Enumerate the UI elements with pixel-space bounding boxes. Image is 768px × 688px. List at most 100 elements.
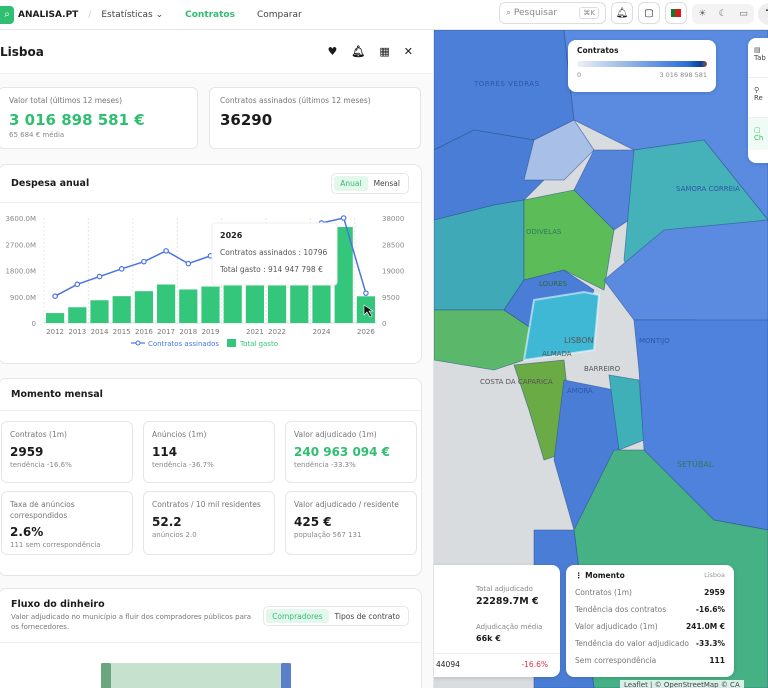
metric-label: Contratos / 10 mil residentes (152, 500, 261, 509)
drag-handle-icon[interactable]: ⋮ (575, 571, 586, 580)
kpi-label: Contratos assinados (últimos 12 meses) (220, 96, 371, 105)
map-label: LISBON (564, 336, 594, 345)
bar (112, 296, 131, 323)
stat-label: Total adjudicado (476, 585, 533, 593)
map-label: MONTIJO (639, 337, 670, 345)
bell-plus-icon[interactable]: 🔔︎ (351, 45, 366, 58)
row-label: Valor adjudicado (1m) (575, 622, 658, 631)
logo-icon[interactable]: ⌕ (0, 5, 14, 24)
y-tick-left: 1800.0M (5, 268, 36, 276)
metric-card: Valor adjudicado (1m) 240 963 094 € tendên… (285, 421, 417, 483)
nav-estatisticas[interactable]: Estatísticas ⌄ (101, 10, 163, 20)
bar (90, 300, 109, 323)
search-placeholder: Pesquisar (513, 8, 558, 18)
avatar[interactable]: T (758, 3, 768, 25)
metric-card: Anúncios (1m) 114 tendência -36.7% (143, 421, 275, 483)
close-icon[interactable]: ✕ (403, 45, 413, 58)
nav-contratos[interactable]: Contratos (185, 9, 235, 20)
municipality-panel: Lisboa ♥ 🔔︎ ▦ ✕ Valor total (últimos 12 mes… (0, 30, 434, 688)
toggle-mensal[interactable]: Mensal (373, 179, 400, 188)
x-tick: 2021 (246, 328, 264, 336)
button-label: Tab (754, 54, 766, 62)
kpi-contracts: Contratos assinados (últimos 12 meses) 3… (209, 87, 421, 149)
map-label: SAMORA CORREIA (676, 185, 740, 193)
sankey-flow[interactable] (101, 663, 291, 688)
sun-icon[interactable]: ☀ (698, 9, 707, 19)
y-tick-right: 19000 (382, 268, 404, 276)
map-attribution[interactable]: Leaflet | © OpenStreetMap © CA (620, 680, 744, 688)
stat-count: 44094 (436, 660, 460, 669)
line-point (96, 273, 103, 280)
metric-value: 2.6% (10, 525, 44, 539)
line-point (340, 215, 347, 221)
annual-chart[interactable]: 0 900.0M 1800.0M 2700.0M 3600.0M 0 9500 19000 28… (0, 203, 423, 363)
stat-value: 22289.7M € (476, 596, 539, 607)
legend-bar-swatch (227, 339, 236, 347)
map-side-controls: ▤ Tab ⚲ Re ▢ Ch (748, 38, 768, 163)
bell-icon[interactable]: 🔔︎ (611, 2, 633, 24)
theme-switch: ☀ ☾ ▭ (692, 4, 754, 24)
search-icon: ⌕ (506, 8, 514, 18)
toggle-compradores[interactable]: Compradores (266, 608, 329, 623)
chat-icon[interactable]: ▢ (638, 2, 660, 24)
y-tick-left: 0 (32, 320, 36, 328)
map[interactable]: TORRES VEDRAS LOURES LISBON ALMADA BARRE… (434, 30, 768, 688)
bar (157, 284, 176, 323)
table-button[interactable]: ▤ Tab (748, 38, 768, 78)
bar (334, 227, 353, 323)
bar (201, 286, 220, 323)
nav-label: Estatísticas (101, 9, 153, 20)
x-tick: 2018 (179, 328, 197, 336)
chevron-down-icon: ⌄ (155, 9, 164, 20)
metric-card: Contratos / 10 mil residentes 52.2 anúncio… (143, 491, 275, 555)
bar (68, 307, 87, 323)
toggle-anual[interactable]: Anual (334, 176, 368, 191)
moment-row: Tendência dos contratos -16.6% (575, 605, 725, 614)
kpi-value: 3 016 898 581 € (9, 111, 145, 129)
brand[interactable]: ANALISA.PT (18, 9, 79, 20)
x-tick: 2017 (157, 328, 175, 336)
row-label: Sem correspondência (575, 656, 657, 665)
flag-portugal-icon[interactable] (665, 2, 687, 24)
moon-icon[interactable]: ☾ (718, 9, 727, 19)
metric-sub: população 567 131 (294, 530, 362, 539)
y-tick-left: 900.0M (10, 294, 36, 302)
line-point (163, 248, 169, 254)
reset-button[interactable]: ⚲ Re (748, 78, 768, 118)
x-tick: 2016 (135, 328, 153, 336)
chart-button[interactable]: ▢ Ch (748, 118, 768, 150)
row-value: -16.6% (695, 605, 725, 614)
x-tick: 2015 (113, 328, 131, 336)
map-legend: Contratos 0 3 016 898 581 (568, 40, 716, 92)
tooltip-line: Total gasto : 914 947 798 € (219, 265, 323, 274)
nav-comparar[interactable]: Comparar (256, 9, 302, 20)
panel-header: Lisboa ♥ 🔔︎ ▦ ✕ (0, 30, 433, 74)
layout-icon[interactable]: ▦ (379, 45, 390, 58)
legend-label: Total gasto (239, 340, 278, 348)
bar (46, 313, 65, 323)
section-title: Despesa anual (11, 178, 90, 189)
section-title: Momento mensal (11, 389, 103, 400)
section-title: Fluxo do dinheiro (11, 599, 105, 610)
page-title: Lisboa (0, 44, 44, 59)
moment-row: Contratos (1m) 2959 (575, 588, 725, 597)
row-value: 241.0M € (685, 622, 725, 631)
map-label: BARREIRO (584, 365, 621, 373)
line-point (74, 281, 81, 288)
flow-toggle: Compradores Tipos de contrato (263, 605, 409, 626)
section-description: Valor adjudicado no município a fluir do… (11, 613, 252, 631)
heart-icon[interactable]: ♥ (327, 45, 338, 58)
map-label: COSTA DA CAPARICA (480, 378, 553, 386)
stat-label: Adjudicação média (476, 623, 543, 631)
line-point (118, 266, 125, 272)
toggle-tipos[interactable]: Tipos de contrato (334, 611, 400, 621)
moment-row: Sem correspondência 111 (575, 656, 725, 665)
x-tick: 2024 (313, 328, 331, 336)
choropleth[interactable] (434, 30, 768, 688)
kpi-sub: 65 684 € média (9, 131, 65, 139)
map-label: LOURES (539, 280, 568, 288)
search-input[interactable]: ⌕ Pesquisar ⌘K (499, 2, 606, 24)
bar (268, 273, 287, 323)
monitor-icon[interactable]: ▭ (739, 9, 748, 19)
y-tick-left: 3600.0M (5, 215, 36, 223)
